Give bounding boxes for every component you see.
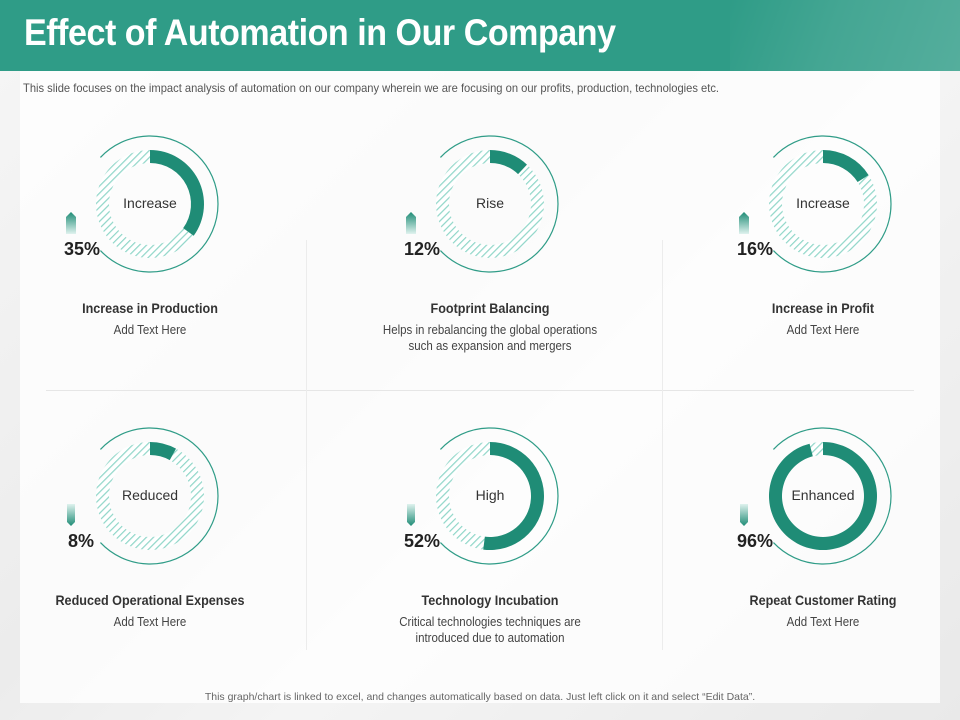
description-line: Add Text Here [113, 323, 187, 337]
description-line: such as expansion and mergers [408, 339, 572, 353]
card-heading: Reduced Operational Expenses [55, 592, 245, 608]
card-heading: Increase in Profit [771, 300, 875, 316]
percent-value: 96% [737, 531, 774, 551]
description-line: Add Text Here [786, 615, 860, 629]
donut-remainder-segment [435, 442, 490, 550]
donut-card: Increase 16% Increase in Profit Add Text He… [683, 134, 960, 394]
percent-value: 12% [404, 239, 441, 259]
outer-ring [99, 427, 219, 565]
card-heading: Repeat Customer Rating [749, 592, 897, 608]
up-arrow-icon [739, 212, 749, 234]
card-description: Add Text Here [694, 322, 952, 338]
vertical-divider-right [662, 240, 663, 650]
donut-center-label: Increase [796, 195, 850, 211]
donut-value-segment[interactable] [490, 150, 527, 175]
donut-center-label: High [475, 487, 505, 503]
card-description: Helps in rebalancing the global operatio… [361, 322, 619, 354]
donut-value-segment[interactable] [150, 442, 177, 461]
card-heading: Increase in Production [82, 300, 218, 316]
donut-card: Reduced 8% Reduced Operational Expenses Add… [10, 426, 290, 686]
donut-chart[interactable]: Reduced [80, 426, 220, 566]
description-line: Add Text Here [113, 615, 187, 629]
outer-ring [439, 135, 559, 273]
card-description: Add Text Here [21, 322, 279, 338]
percent-value: 16% [737, 239, 774, 259]
horizontal-divider [46, 390, 914, 391]
donut-chart[interactable]: Increase [80, 134, 220, 274]
donut-center-label: Enhanced [791, 487, 855, 503]
down-indicator-icon [67, 504, 75, 526]
title-banner: Effect of Automation in Our Company [0, 0, 960, 71]
card-description: Critical technologies techniques are intr… [361, 614, 619, 646]
card-description: Add Text Here [21, 614, 279, 630]
footer-note: This graph/chart is linked to excel, and… [204, 691, 756, 703]
slide-subtitle: This slide focuses on the impact analysi… [23, 81, 720, 95]
donut-card: Enhanced 96% Repeat Customer Rating Add Tex… [683, 426, 960, 686]
donut-card: High 52% Technology Incubation Critical tec… [350, 426, 630, 686]
donut-chart[interactable]: High [420, 426, 560, 566]
description-line: Critical technologies techniques are [399, 615, 581, 629]
description-line: introduced due to automation [415, 631, 565, 645]
donut-value-segment[interactable] [150, 150, 204, 236]
description-line: Add Text Here [786, 323, 860, 337]
outer-ring [772, 135, 892, 273]
donut-center-label: Rise [475, 195, 504, 211]
donut-card: Rise 12% Footprint Balancing Helps in rebal… [350, 134, 630, 394]
card-heading: Footprint Balancing [430, 300, 550, 316]
vertical-divider-left [306, 240, 307, 650]
donut-chart[interactable]: Rise [420, 134, 560, 274]
donut-chart[interactable]: Enhanced [753, 426, 893, 566]
banner-accent [730, 0, 960, 71]
up-arrow-icon [406, 212, 416, 234]
donut-card: Increase 35% Increase in Production Add Tex… [10, 134, 290, 394]
donut-center-label: Increase [123, 195, 177, 211]
donut-remainder-segment [809, 442, 823, 457]
outer-ring [439, 427, 559, 565]
card-description: Add Text Here [694, 614, 952, 630]
donut-value-segment[interactable] [823, 150, 869, 183]
up-arrow-icon [66, 212, 76, 234]
percent-value: 35% [64, 239, 101, 259]
donut-chart[interactable]: Increase [753, 134, 893, 274]
donut-value-segment[interactable] [483, 442, 544, 550]
page-title: Effect of Automation in Our Company [24, 12, 616, 53]
percent-value: 8% [68, 531, 95, 551]
description-line: Helps in rebalancing the global operatio… [382, 323, 598, 337]
outer-ring [99, 135, 219, 273]
outer-ring [772, 427, 892, 565]
down-indicator-icon [407, 504, 415, 526]
donut-center-label: Reduced [121, 487, 179, 503]
percent-value: 52% [404, 531, 441, 551]
card-heading: Technology Incubation [421, 592, 559, 608]
down-indicator-icon [740, 504, 748, 526]
